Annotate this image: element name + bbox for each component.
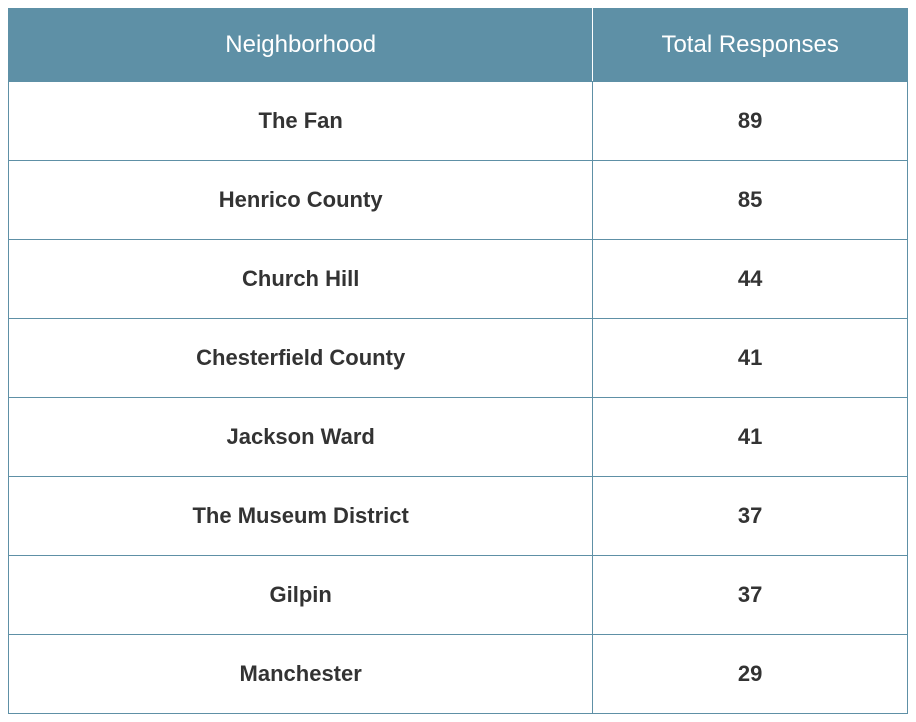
cell-neighborhood: The Fan xyxy=(9,82,593,161)
table-row: Manchester 29 xyxy=(9,635,908,714)
cell-responses: 89 xyxy=(593,82,908,161)
table-row: Church Hill 44 xyxy=(9,240,908,319)
cell-responses: 41 xyxy=(593,319,908,398)
responses-table: Neighborhood Total Responses The Fan 89 … xyxy=(8,8,908,714)
table-row: The Fan 89 xyxy=(9,82,908,161)
cell-neighborhood: Church Hill xyxy=(9,240,593,319)
table-row: Henrico County 85 xyxy=(9,161,908,240)
cell-neighborhood: Gilpin xyxy=(9,556,593,635)
cell-responses: 44 xyxy=(593,240,908,319)
responses-table-container: Neighborhood Total Responses The Fan 89 … xyxy=(8,8,908,714)
table-row: The Museum District 37 xyxy=(9,477,908,556)
cell-neighborhood: Henrico County xyxy=(9,161,593,240)
cell-responses: 37 xyxy=(593,477,908,556)
cell-responses: 29 xyxy=(593,635,908,714)
cell-responses: 85 xyxy=(593,161,908,240)
col-header-responses: Total Responses xyxy=(593,9,908,82)
cell-responses: 41 xyxy=(593,398,908,477)
table-row: Chesterfield County 41 xyxy=(9,319,908,398)
cell-neighborhood: Jackson Ward xyxy=(9,398,593,477)
cell-neighborhood: Manchester xyxy=(9,635,593,714)
cell-responses: 37 xyxy=(593,556,908,635)
table-header-row: Neighborhood Total Responses xyxy=(9,9,908,82)
cell-neighborhood: Chesterfield County xyxy=(9,319,593,398)
table-row: Gilpin 37 xyxy=(9,556,908,635)
cell-neighborhood: The Museum District xyxy=(9,477,593,556)
col-header-neighborhood: Neighborhood xyxy=(9,9,593,82)
table-row: Jackson Ward 41 xyxy=(9,398,908,477)
